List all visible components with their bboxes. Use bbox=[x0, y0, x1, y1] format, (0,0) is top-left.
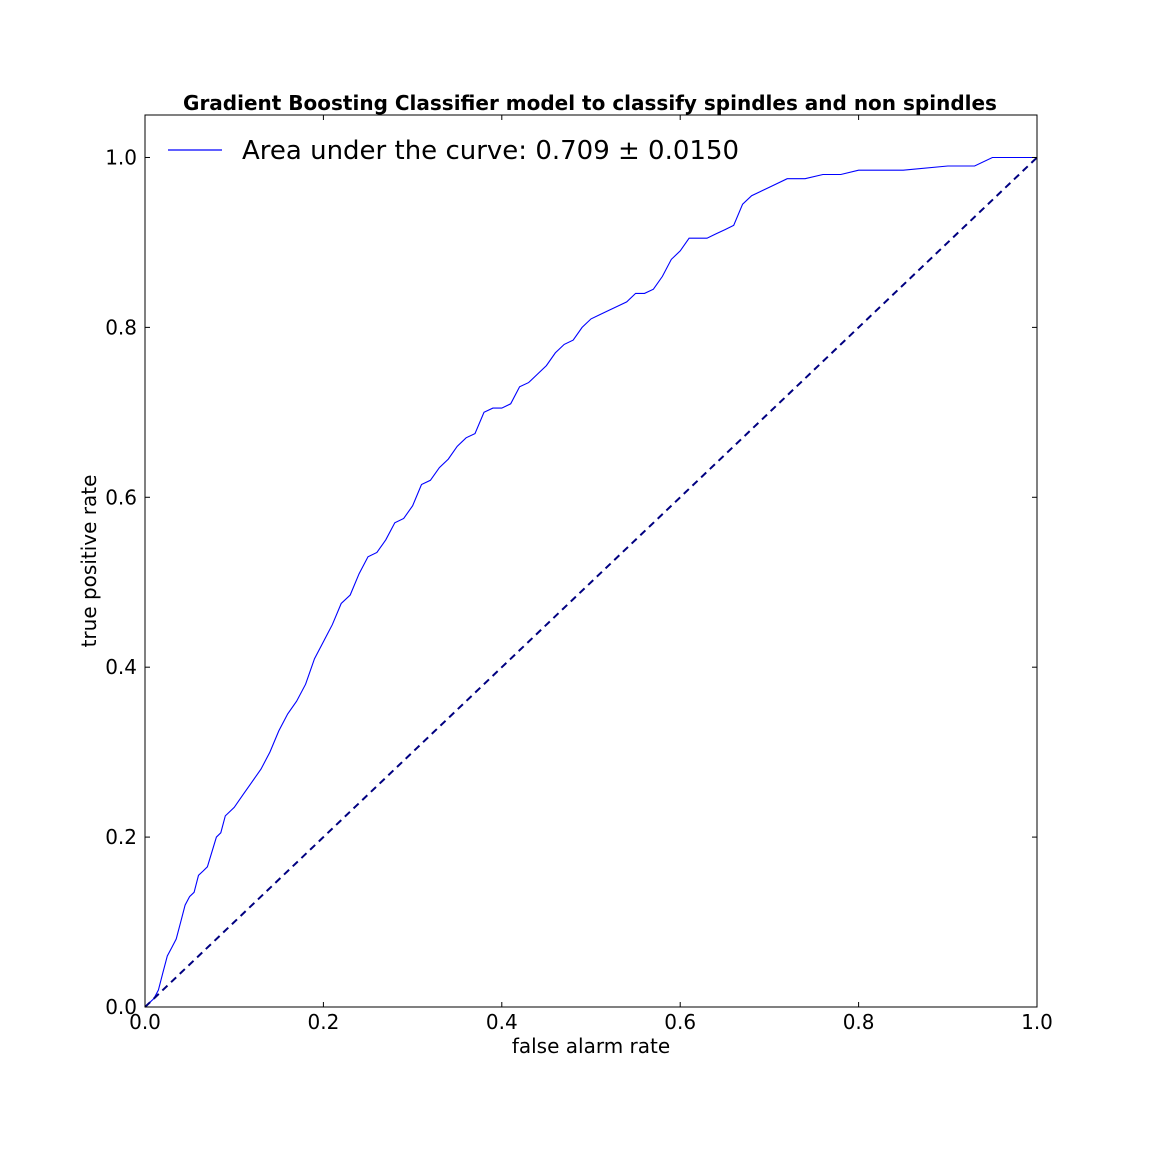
y-tick-label: 0.2 bbox=[105, 825, 137, 849]
legend-entry: Area under the curve: 0.709 ± 0.0150 bbox=[242, 136, 739, 166]
roc-curve-line bbox=[144, 156, 1037, 1008]
legend: Area under the curve: 0.709 ± 0.0150 bbox=[168, 136, 739, 166]
y-tick-label: 1.0 bbox=[105, 145, 137, 169]
x-tick-label: 0.6 bbox=[664, 1010, 696, 1034]
x-tick-label: 0.4 bbox=[486, 1010, 518, 1034]
tick-group: 0.0 0.2 0.4 0.6 0.8 1.0 0.0 0.2 0.4 0.6 0.8 1.0 bbox=[105, 115, 1053, 1034]
x-tick-label: 0.8 bbox=[843, 1010, 875, 1034]
y-tick-label: 0.4 bbox=[105, 655, 137, 679]
y-tick-label: 0.8 bbox=[105, 315, 137, 339]
x-tick-label: 1.0 bbox=[1021, 1010, 1053, 1034]
y-axis-label: true positive rate bbox=[77, 475, 101, 648]
x-axis-label: false alarm rate bbox=[512, 1034, 670, 1058]
y-tick-label: 0.6 bbox=[105, 485, 137, 509]
plot-area bbox=[144, 156, 1038, 1008]
y-tick-label: 0.0 bbox=[105, 995, 137, 1019]
x-tick-label: 0.0 bbox=[129, 1010, 161, 1034]
chart-title: Gradient Boosting Classifier model to cl… bbox=[183, 91, 997, 115]
plot-frame bbox=[144, 114, 1038, 1008]
x-tick-label: 0.2 bbox=[307, 1010, 339, 1034]
chance-diagonal-line bbox=[144, 156, 1038, 1008]
